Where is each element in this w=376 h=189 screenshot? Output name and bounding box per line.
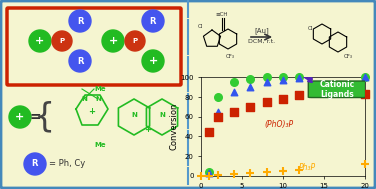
Point (362, 163, 368, 166)
Point (214, 115, 220, 118)
Point (296, 77, 302, 80)
Point (247, 171, 253, 174)
Text: P: P (132, 38, 138, 44)
Text: +: + (108, 36, 118, 46)
Point (231, 110, 237, 113)
Text: +: + (149, 56, 158, 66)
Point (231, 81, 237, 84)
Point (280, 98, 286, 101)
Text: N: N (81, 96, 87, 102)
Circle shape (142, 10, 164, 32)
Point (206, 171, 212, 174)
FancyArrowPatch shape (261, 70, 312, 82)
Text: P: P (59, 38, 65, 44)
Circle shape (52, 31, 72, 51)
Circle shape (142, 50, 164, 72)
Text: N: N (159, 112, 165, 118)
Point (206, 130, 212, 133)
Text: CF₃: CF₃ (226, 53, 235, 59)
Text: N: N (131, 112, 137, 118)
Text: R: R (77, 16, 83, 26)
Text: R: R (150, 16, 156, 26)
Text: +: + (144, 125, 152, 133)
Circle shape (9, 106, 31, 128)
Text: R: R (32, 160, 38, 169)
Point (280, 169, 286, 172)
Point (206, 170, 212, 173)
FancyBboxPatch shape (7, 8, 181, 85)
Text: = Ph, Cy: = Ph, Cy (49, 160, 85, 169)
Point (264, 170, 270, 173)
Point (247, 105, 253, 108)
Text: N: N (95, 96, 101, 102)
Text: =: = (29, 110, 41, 124)
Text: Cationic
Ligands: Cationic Ligands (319, 80, 355, 99)
Circle shape (69, 10, 91, 32)
Text: +: + (88, 108, 96, 116)
Circle shape (102, 30, 124, 52)
Point (362, 76, 368, 79)
Text: R: R (77, 57, 83, 66)
Text: Cl: Cl (307, 26, 312, 32)
Circle shape (29, 30, 51, 52)
Point (206, 174, 212, 177)
Text: Me: Me (94, 86, 106, 92)
Text: ≡CH: ≡CH (216, 12, 228, 16)
FancyArrowPatch shape (277, 72, 312, 79)
Point (296, 168, 302, 171)
Text: Cl: Cl (197, 23, 203, 29)
Point (214, 110, 220, 113)
Point (231, 91, 237, 94)
Text: +: + (15, 112, 24, 122)
Text: CF₃: CF₃ (343, 53, 353, 59)
Point (247, 78, 253, 81)
Point (231, 172, 237, 175)
Point (247, 86, 253, 89)
Text: Ph₃P: Ph₃P (299, 163, 316, 172)
Text: (PhO)₃P: (PhO)₃P (264, 120, 293, 129)
Point (214, 173, 220, 176)
Circle shape (24, 153, 46, 175)
Circle shape (125, 31, 145, 51)
Point (362, 93, 368, 96)
Point (280, 76, 286, 79)
Point (362, 76, 368, 79)
Point (198, 174, 204, 177)
Point (296, 94, 302, 97)
Y-axis label: Conversion: Conversion (170, 103, 179, 150)
Text: {: { (33, 101, 55, 133)
Point (264, 101, 270, 104)
FancyBboxPatch shape (308, 81, 365, 98)
Point (264, 76, 270, 79)
Text: +: + (35, 36, 45, 46)
Point (264, 81, 270, 84)
Text: DCM, r.t.: DCM, r.t. (249, 39, 276, 43)
Text: [Au]: [Au] (255, 28, 269, 34)
Point (214, 96, 220, 99)
Text: Me: Me (94, 142, 106, 148)
Point (296, 76, 302, 79)
Circle shape (69, 50, 91, 72)
Point (280, 79, 286, 82)
